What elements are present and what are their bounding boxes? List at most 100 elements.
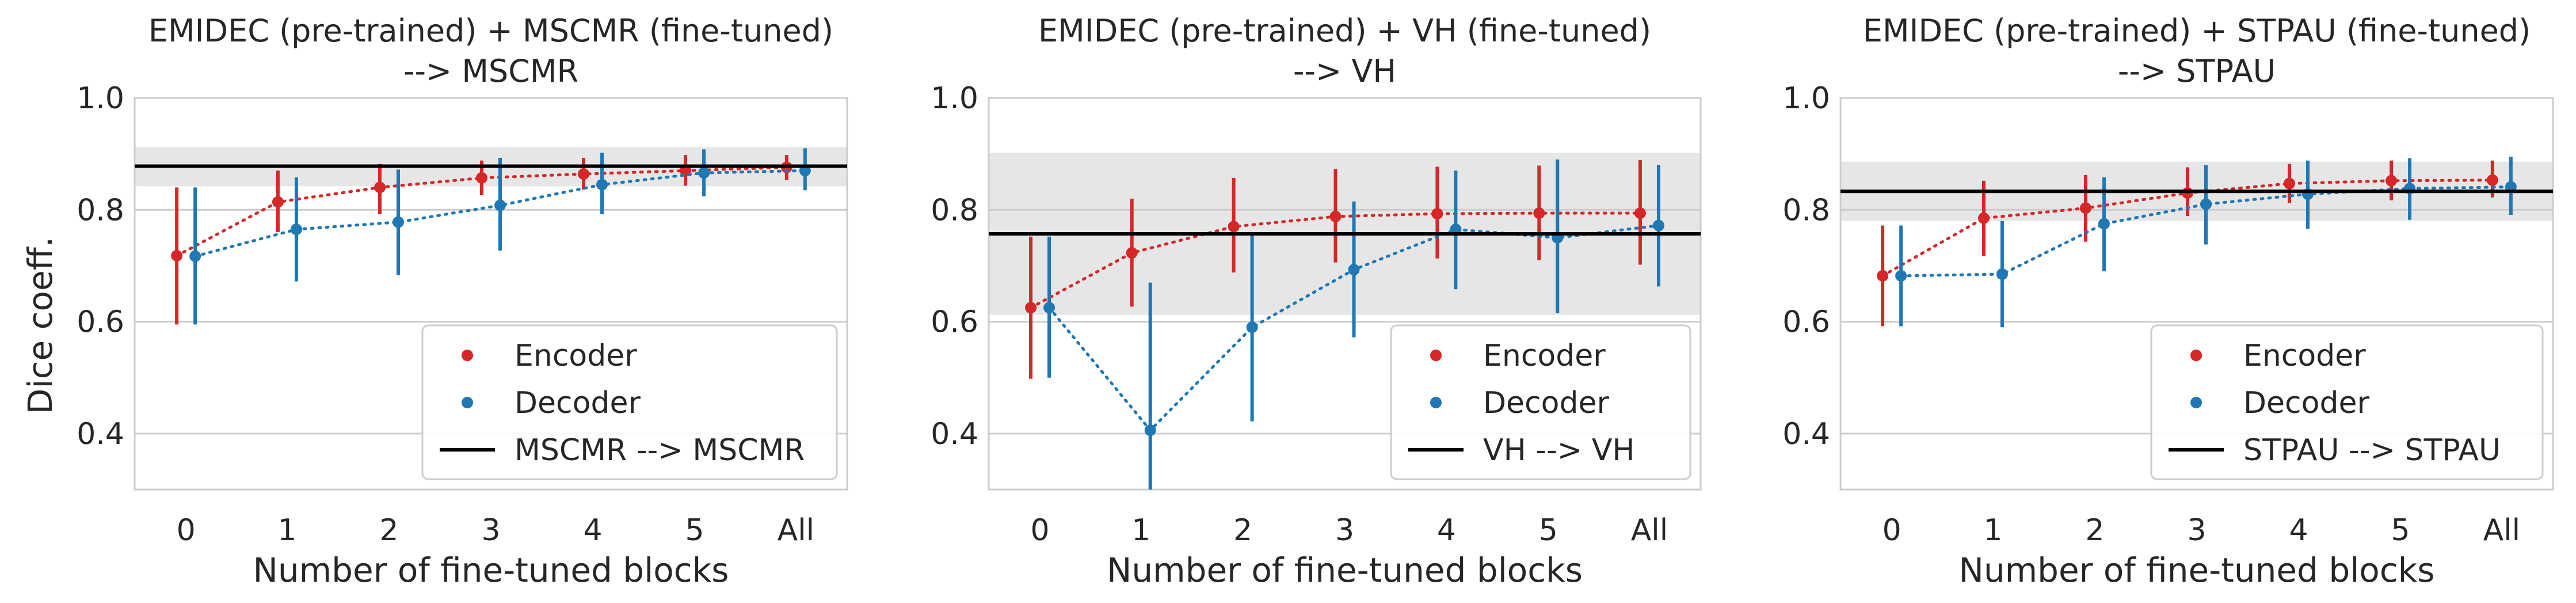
legend-baseline-label: MSCMR --> MSCMR — [515, 433, 805, 468]
legend-encoder-label: Encoder — [1483, 339, 1606, 373]
legend-decoder-marker — [462, 397, 473, 408]
panel-subtitle: --> STPAU — [2118, 53, 2276, 89]
encoder-point — [1533, 207, 1545, 219]
decoder-point — [494, 199, 506, 211]
plot-frame — [1839, 97, 2554, 491]
y-tick-label: 0.6 — [1782, 305, 1830, 340]
encoder-point — [1126, 247, 1138, 259]
x-tick-label: 2 — [2085, 513, 2104, 548]
panel-1: 0.4 0.6 0.8 1.0 0 1 2 3 4 5 All Number of fine-tune… — [77, 13, 848, 590]
legend-encoder-marker — [1430, 350, 1442, 361]
x-tick-label: 3 — [481, 513, 500, 548]
x-tick-label: 0 — [177, 513, 196, 548]
encoder-point — [1431, 208, 1443, 220]
encoder-point — [272, 196, 284, 208]
panel-title: EMIDEC (pre-trained) + MSCMR (fine-tuned… — [148, 13, 833, 49]
decoder-point — [1996, 268, 2008, 280]
legend-decoder-label: Decoder — [1483, 386, 1609, 420]
legend-baseline-label: VH --> VH — [1483, 433, 1635, 468]
plot-frame — [988, 97, 1702, 491]
y-tick-label: 0.4 — [1782, 417, 1830, 452]
panel-title: EMIDEC (pre-trained) + STPAU (fine-tuned… — [1863, 13, 2531, 49]
legend-encoder-label: Encoder — [2243, 339, 2366, 373]
legend-box — [421, 324, 838, 480]
y-tick-label: 0.8 — [77, 193, 124, 227]
legend-encoder-marker — [462, 350, 473, 361]
decoder-point — [698, 167, 710, 179]
decoder-point — [1144, 424, 1156, 437]
y-tick-label: 1.0 — [77, 81, 124, 116]
encoder-point — [171, 249, 183, 261]
x-tick-label: 4 — [1437, 513, 1456, 548]
x-axis-label: Number of fine-tuned blocks — [253, 551, 729, 590]
x-tick-label: All — [2483, 513, 2520, 548]
decoder-point — [1895, 270, 1907, 282]
x-tick-label: 5 — [1539, 513, 1558, 548]
decoder-point — [2098, 218, 2110, 230]
legend: Encoder Decoder MSCMR --> MSCMR — [421, 324, 838, 480]
legend-decoder-marker — [2190, 397, 2202, 408]
plot-frame — [134, 97, 848, 491]
decoder-point — [596, 179, 608, 191]
legend-decoder-label: Decoder — [2243, 386, 2369, 420]
y-tick-label: 0.6 — [931, 305, 978, 340]
decoder-point — [1348, 264, 1360, 276]
x-tick-label: All — [1631, 513, 1668, 548]
decoder-point — [1043, 302, 1055, 314]
encoder-point — [1228, 221, 1240, 233]
y-tick-label: 1.0 — [931, 81, 978, 116]
encoder-point — [1634, 207, 1646, 219]
y-tick-label: 0.8 — [931, 193, 978, 227]
encoder-point — [1977, 212, 1990, 224]
decoder-point — [392, 216, 404, 228]
legend-encoder-marker — [2190, 350, 2202, 361]
panel-subtitle: --> VH — [1293, 53, 1396, 89]
x-tick-label: All — [778, 513, 814, 548]
encoder-point — [374, 181, 386, 194]
encoder-point — [1025, 302, 1037, 314]
legend-box — [2150, 324, 2544, 480]
encoder-point — [578, 168, 590, 180]
panel-2: 0.4 0.6 0.8 1.0 0 1 2 3 4 5 All Number of fine-tune… — [931, 13, 1702, 590]
x-tick-label: 0 — [1883, 513, 1901, 548]
encoder-point — [1329, 210, 1342, 222]
x-tick-label: 2 — [379, 513, 398, 548]
decoder-point — [189, 250, 201, 262]
legend: Encoder Decoder VH --> VH — [1390, 324, 1691, 480]
x-tick-label: 0 — [1031, 513, 1050, 548]
legend-decoder-marker — [1430, 397, 1442, 408]
x-tick-label: 3 — [1335, 513, 1354, 548]
y-tick-label: 0.4 — [77, 417, 124, 452]
panel-title: EMIDEC (pre-trained) + VH (fine-tuned) — [1038, 13, 1651, 49]
panel-subtitle: --> MSCMR — [403, 53, 578, 89]
decoder-point — [1652, 219, 1664, 232]
x-tick-label: 2 — [1233, 513, 1252, 548]
x-tick-label: 4 — [2289, 513, 2308, 548]
y-tick-label: 0.4 — [931, 417, 978, 452]
x-tick-label: 3 — [2187, 513, 2206, 548]
legend-box — [1390, 324, 1691, 480]
legend-encoder-label: Encoder — [515, 339, 637, 373]
x-tick-label: 1 — [1131, 513, 1150, 548]
decoder-point — [290, 223, 302, 236]
y-tick-label: 1.0 — [1782, 81, 1830, 116]
encoder-point — [2079, 202, 2091, 214]
y-tick-label: 0.6 — [77, 305, 124, 340]
x-axis-label: Number of fine-tuned blocks — [1959, 551, 2435, 590]
decoder-point — [2200, 198, 2212, 210]
x-tick-label: 4 — [583, 513, 602, 548]
encoder-point — [2486, 174, 2498, 186]
encoder-point — [476, 172, 487, 184]
legend-decoder-label: Decoder — [515, 386, 641, 420]
x-tick-label: 5 — [685, 513, 704, 548]
encoder-point — [1877, 270, 1889, 282]
y-axis-label: Dice coeff. — [21, 237, 60, 414]
x-tick-label: 1 — [277, 513, 296, 548]
legend: Encoder Decoder STPAU --> STPAU — [2150, 324, 2544, 480]
y-tick-label: 0.8 — [1782, 193, 1830, 227]
x-tick-label: 5 — [2391, 513, 2410, 548]
encoder-point — [2386, 175, 2398, 187]
x-tick-label: 1 — [1983, 513, 2002, 548]
x-axis-label: Number of fine-tuned blocks — [1107, 551, 1583, 590]
